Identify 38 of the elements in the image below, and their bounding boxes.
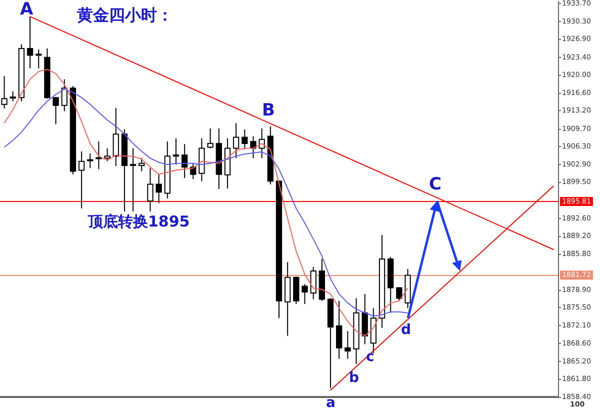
candlestick (172, 138, 180, 165)
candlestick (233, 122, 240, 159)
candlestick (10, 90, 16, 102)
candlestick (147, 168, 154, 212)
candlestick (362, 294, 368, 345)
annotation: A (20, 0, 34, 20)
annotation: B (262, 100, 275, 120)
candlestick (78, 150, 85, 209)
candlestick (242, 128, 248, 150)
candlestick (156, 174, 162, 204)
candlestick (336, 300, 342, 360)
candlestick (61, 78, 68, 112)
candlestick (52, 96, 59, 125)
candlestick (36, 48, 42, 69)
candlestick (344, 330, 351, 360)
annotation: c (366, 349, 374, 365)
candlestick (250, 136, 256, 159)
annotation: d (401, 322, 412, 338)
candlestick (207, 128, 214, 149)
candlestick (104, 148, 110, 162)
candlestick (130, 148, 136, 212)
candlestick (1, 76, 8, 110)
candlestick (293, 276, 300, 304)
candlestick (310, 266, 316, 300)
candlestick (87, 152, 94, 169)
candlestick (96, 140, 102, 170)
candlestick (181, 144, 188, 179)
candlestick (26, 16, 34, 69)
candlestick (302, 284, 308, 304)
annotation: b (349, 370, 360, 386)
candlestick (396, 286, 402, 302)
chart-title: 黄金四小时： (76, 6, 173, 24)
candlestick (138, 158, 145, 172)
candlestick (112, 108, 119, 167)
annotation: a (326, 395, 336, 411)
candlestick (190, 162, 196, 180)
annotation: 顶底转换1895 (87, 212, 190, 230)
annotation: C (429, 174, 442, 194)
